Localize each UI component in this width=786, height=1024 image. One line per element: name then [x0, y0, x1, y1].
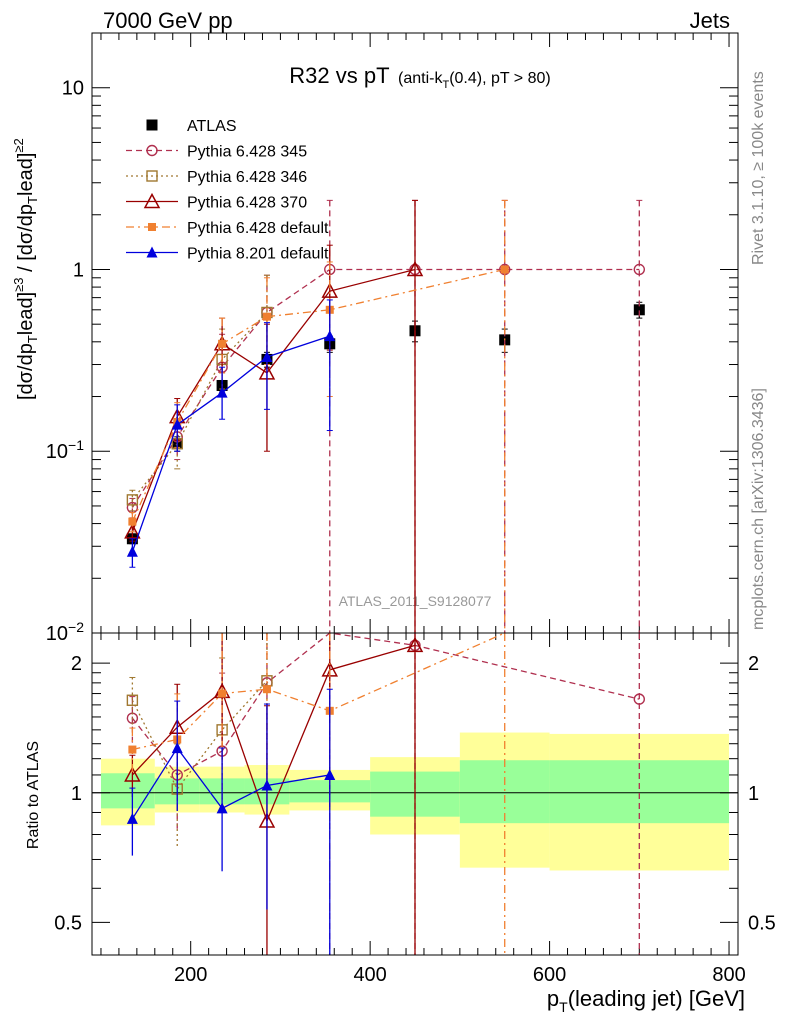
- plot-title-sub-subscript: T: [442, 79, 449, 91]
- tick-base: 10: [46, 623, 68, 645]
- mcplots-label: mcplots.cern.ch [arXiv:1306.3436]: [750, 388, 767, 630]
- legend-label: Pythia 6.428 default: [187, 220, 329, 237]
- series-pythia-6-428-default: [128, 199, 509, 634]
- x-tick-label: 600: [533, 964, 566, 986]
- rivet-version-label: Rivet 3.1.10, ≥ 100k events: [750, 71, 767, 265]
- plot-title-sub-prefix: (anti-k: [398, 70, 443, 87]
- series-line: [131, 268, 640, 508]
- legend-label: Pythia 6.428 345: [187, 144, 307, 161]
- data-point: [324, 330, 336, 342]
- ratio-plot-panel: 200 400 600 800 0.5 0.5 1 1 2 2: [54, 632, 776, 986]
- series-line: [131, 312, 268, 501]
- ratio-point: [262, 685, 271, 694]
- legend-marker: [146, 144, 158, 157]
- data-point: [261, 350, 273, 362]
- series-atlas: [126, 301, 645, 545]
- data-point: [216, 386, 228, 398]
- y-tick-label-right: 2: [748, 653, 759, 675]
- y-tick-label: 10−1: [46, 437, 84, 463]
- ratio-line: [131, 680, 268, 791]
- x-tick-label: 400: [353, 964, 386, 986]
- uncertainty-band-inner: [549, 760, 730, 824]
- legend-label: Pythia 6.428 346: [187, 169, 307, 186]
- legend: ATLAS Pythia 6.428 345 Pythia 6.428 346 Pyt…: [126, 118, 329, 263]
- data-point: [262, 312, 271, 321]
- uncertainty-band-inner: [100, 773, 155, 809]
- legend-marker: [146, 246, 158, 258]
- ratio-point: [324, 768, 336, 780]
- series-pythia-8-201-default: [126, 299, 336, 568]
- ratio-point: [216, 802, 228, 814]
- xlabel: pT(leading jet) [GeV]: [547, 986, 745, 1015]
- header-right-label: Jets: [690, 8, 730, 33]
- ratio-point: [171, 742, 183, 754]
- series-pythia-6-428-346: [126, 274, 273, 512]
- ratio-ylabel: Ratio to ATLAS: [25, 741, 42, 849]
- ratio-point: [633, 693, 646, 705]
- main-ylabel: [dσ/dpTlead]≥3 / [dσ/dpTlead]≥2: [11, 138, 40, 400]
- legend-marker: [146, 170, 158, 182]
- plot-frame-top: [91, 632, 739, 956]
- series-pythia-6-428-370: [124, 199, 424, 634]
- data-point: [171, 418, 183, 430]
- y-tick-label-right: 1: [748, 783, 759, 805]
- header-left-label: 7000 GeV pp: [103, 8, 233, 33]
- ratio-series-pythia-8-201-default: [126, 688, 336, 955]
- data-point: [128, 517, 137, 526]
- y-tick-label: 1: [73, 259, 84, 281]
- ratio-point: [124, 766, 141, 782]
- x-tick-label: 200: [174, 964, 207, 986]
- series-line: [131, 335, 330, 552]
- x-tick-label: 800: [712, 964, 745, 986]
- ratio-point: [126, 812, 138, 824]
- plot-title-sub-suffix: (0.4), pT > 80): [449, 70, 551, 87]
- y-tick-label: 0.5: [54, 912, 82, 934]
- tick-exponent: −2: [68, 619, 84, 635]
- uncertainty-band-inner: [459, 760, 550, 824]
- legend-marker: [143, 192, 161, 209]
- svg-text:[dσ/dpTlead]≥3 / [dσ/dpTlead]≥: [dσ/dpTlead]≥3 / [dσ/dpTlead]≥2: [11, 138, 40, 400]
- ratio-point: [126, 694, 139, 706]
- legend-marker: [148, 223, 156, 231]
- ratio-line: [132, 632, 505, 751]
- data-point: [406, 260, 424, 277]
- data-point: [124, 523, 141, 539]
- plot-title-main: R32 vs pT: [289, 63, 389, 88]
- y-tick-label: 10−2: [46, 619, 84, 645]
- legend-label: Pythia 8.201 default: [187, 246, 329, 263]
- tick-exponent: −1: [68, 437, 84, 453]
- ratio-point: [218, 689, 227, 698]
- data-point: [126, 494, 139, 506]
- legend-label: ATLAS: [187, 118, 237, 135]
- data-point: [633, 263, 646, 276]
- series-line: [131, 268, 505, 522]
- legend-label: Pythia 6.428 370: [187, 195, 307, 212]
- ratio-line: [131, 644, 416, 823]
- data-point: [633, 304, 645, 316]
- y-tick-label: 2: [71, 653, 82, 675]
- plot-title: R32 vs pT (anti-kT(0.4), pT > 80): [289, 63, 550, 91]
- tick-base: 10: [46, 441, 68, 463]
- y-tick-label: 1: [71, 783, 82, 805]
- series-pythia-6-428-345: [126, 199, 646, 634]
- ratio-point: [406, 636, 424, 653]
- data-point: [500, 265, 509, 274]
- data-point: [321, 282, 339, 298]
- data-point: [218, 339, 227, 348]
- series-line: [131, 268, 416, 533]
- y-tick-label: 10: [62, 78, 84, 100]
- legend-marker: [146, 119, 158, 131]
- y-tick-label-right: 0.5: [748, 912, 776, 934]
- ratio-point: [128, 745, 137, 754]
- ratio-point: [261, 779, 273, 791]
- data-point: [126, 545, 138, 557]
